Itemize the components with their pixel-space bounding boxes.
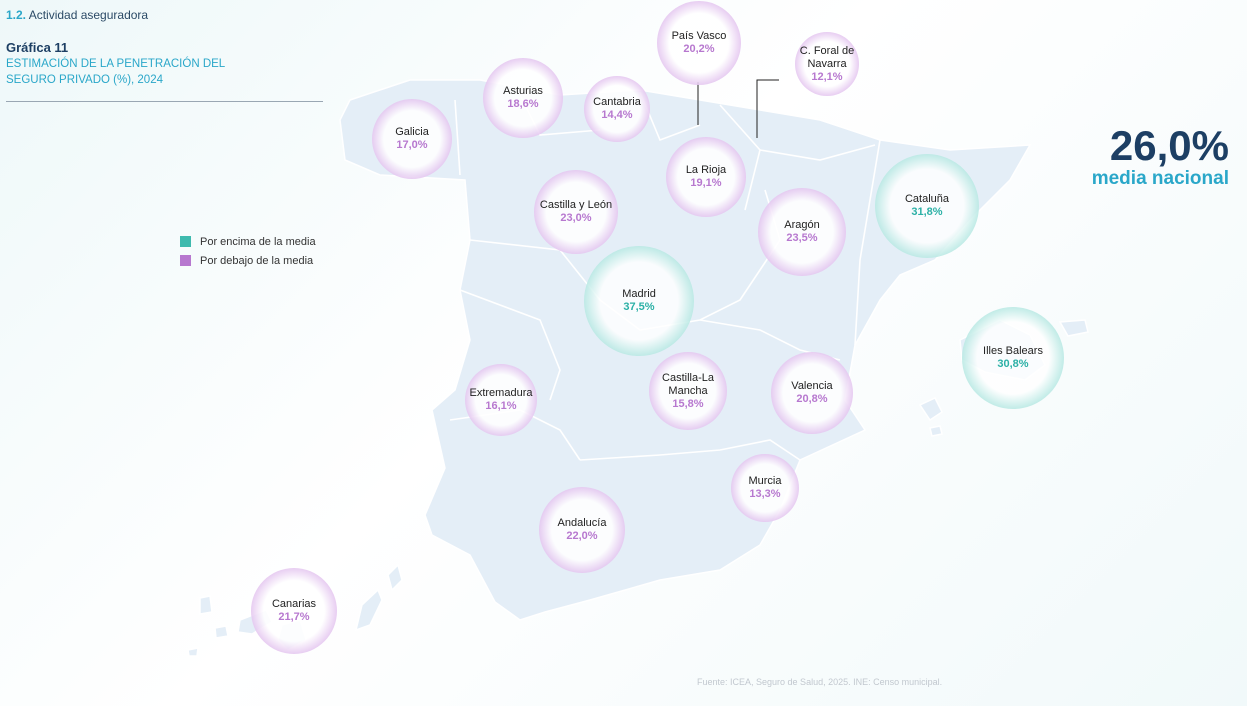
bubble-andalucia: Andalucía 22,0%	[539, 487, 625, 573]
lanzarote-land	[387, 563, 403, 592]
bubble-castilla-la-mancha: Castilla-La Mancha 15,8%	[649, 352, 727, 430]
menorca-land	[1058, 319, 1089, 337]
region-name-canarias: Canarias	[271, 598, 317, 610]
region-name-asturias: Asturias	[503, 85, 543, 97]
region-name-cantabria: Cantabria	[593, 96, 641, 108]
region-value-extremadura: 16,1%	[485, 400, 517, 412]
national-average-value: 26,0%	[1109, 122, 1229, 169]
title-divider	[6, 101, 323, 102]
region-value-castilla-leon: 23,0%	[560, 212, 592, 224]
region-value-asturias: 18,6%	[507, 98, 539, 110]
region-name-andalucia: Andalucía	[557, 517, 607, 529]
region-value-galicia: 17,0%	[396, 139, 428, 151]
region-name-aragon: Aragón	[784, 219, 820, 231]
section-header: 1.2. Actividad aseguradora	[6, 8, 148, 22]
source-note: Fuente: ICEA, Seguro de Salud, 2025. INE…	[697, 677, 943, 687]
region-value-aragon: 23,5%	[786, 232, 818, 244]
section-title: Actividad aseguradora	[28, 8, 149, 22]
region-name-madrid: Madrid	[622, 288, 656, 300]
region-value-navarra: 12,1%	[811, 70, 843, 83]
legend-label-below: Por debajo de la media	[200, 254, 314, 267]
chart-label: Gráfica 11	[6, 40, 69, 55]
bubble-illes-balears: Illes Balears 30,8%	[962, 307, 1064, 409]
region-value-cantabria: 14,4%	[601, 109, 633, 121]
region-name-navarra: C. Foral de Navarra	[799, 44, 855, 70]
region-name-galicia: Galicia	[395, 126, 429, 138]
bubble-la-rioja: La Rioja 19,1%	[666, 137, 746, 217]
region-value-pais-vasco: 20,2%	[683, 43, 715, 55]
legend-item-above: Por encima de la media	[180, 232, 316, 251]
region-name-pais-vasco: País Vasco	[671, 30, 727, 42]
bubble-navarra: C. Foral de Navarra 12,1%	[795, 32, 859, 96]
region-value-castilla-la-mancha: 15,8%	[672, 397, 704, 410]
bubble-valencia: Valencia 20,8%	[771, 352, 853, 434]
peninsula-land	[339, 79, 1032, 621]
bubble-galicia: Galicia 17,0%	[372, 99, 452, 179]
chart-title: ESTIMACIÓN DE LA PENETRACIÓN DEL SEGURO …	[6, 58, 225, 86]
national-average: 26,0% media nacional	[1092, 124, 1229, 190]
region-name-cataluna: Cataluña	[904, 193, 950, 205]
region-value-cataluna: 31,8%	[911, 206, 943, 218]
region-value-andalucia: 22,0%	[566, 530, 598, 542]
bubble-pais-vasco: País Vasco 20,2%	[657, 1, 741, 85]
section-number: 1.2.	[6, 8, 27, 22]
la-palma-land	[199, 595, 213, 615]
region-value-madrid: 37,5%	[623, 301, 655, 313]
la-gomera-land	[214, 625, 229, 639]
region-name-castilla-la-mancha: Castilla-La Mancha	[662, 371, 714, 397]
callout-lines	[697, 79, 779, 138]
region-value-canarias: 21,7%	[278, 611, 310, 623]
bubble-extremadura: Extremadura 16,1%	[465, 364, 537, 436]
bubble-murcia: Murcia 13,3%	[731, 454, 799, 522]
fuerteventura-land	[354, 588, 383, 632]
legend-swatch-above	[180, 236, 191, 247]
region-value-la-rioja: 19,1%	[690, 177, 722, 189]
bubble-madrid: Madrid 37,5%	[584, 246, 694, 356]
legend-swatch-below	[180, 255, 191, 266]
region-name-la-rioja: La Rioja	[685, 164, 727, 176]
region-name-murcia: Murcia	[748, 475, 782, 487]
national-average-label: media nacional	[1091, 168, 1229, 189]
region-name-castilla-leon: Castilla y León	[539, 199, 613, 211]
bubble-cantabria: Cantabria 14,4%	[584, 76, 650, 142]
legend-item-below: Por debajo de la media	[180, 251, 316, 270]
bubble-asturias: Asturias 18,6%	[483, 58, 563, 138]
bubble-aragon: Aragón 23,5%	[758, 188, 846, 276]
legend-label-above: Por encima de la media	[200, 235, 316, 248]
bubble-canarias: Canarias 21,7%	[251, 568, 337, 654]
formentera-land	[929, 425, 943, 437]
region-name-extremadura: Extremadura	[469, 387, 533, 399]
el-hierro-land	[187, 647, 199, 657]
region-name-valencia: Valencia	[791, 380, 833, 392]
bubble-cataluna: Cataluña 31,8%	[875, 154, 979, 258]
region-value-valencia: 20,8%	[796, 393, 828, 405]
region-name-illes-balears: Illes Balears	[983, 345, 1043, 357]
region-value-murcia: 13,3%	[749, 488, 781, 500]
region-value-illes-balears: 30,8%	[997, 358, 1029, 370]
ibiza-land	[918, 397, 943, 422]
bubble-castilla-leon: Castilla y León 23,0%	[534, 170, 618, 254]
legend: Por encima de la media Por debajo de la …	[180, 232, 316, 270]
